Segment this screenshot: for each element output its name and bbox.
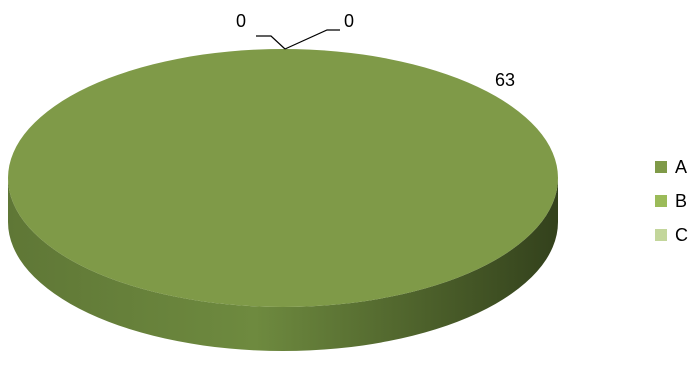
legend-label-c: C: [675, 224, 688, 245]
data-label-b: 0: [236, 11, 246, 31]
legend-swatch-a: [655, 161, 667, 173]
legend-swatch-c: [655, 229, 667, 241]
leader-line-b: [256, 35, 286, 50]
legend: A B C: [655, 150, 688, 252]
legend-swatch-b: [655, 195, 667, 207]
legend-item-a: A: [655, 150, 688, 184]
legend-label-b: B: [675, 190, 688, 211]
data-label-a: 63: [495, 70, 515, 90]
pie-slice-a: [8, 49, 558, 307]
legend-label-a: A: [675, 156, 688, 177]
data-label-c: 0: [344, 11, 354, 31]
legend-item-b: B: [655, 184, 688, 218]
pie-slice-a-side: [8, 178, 558, 351]
legend-item-c: C: [655, 218, 688, 252]
leader-line-c: [284, 29, 340, 50]
